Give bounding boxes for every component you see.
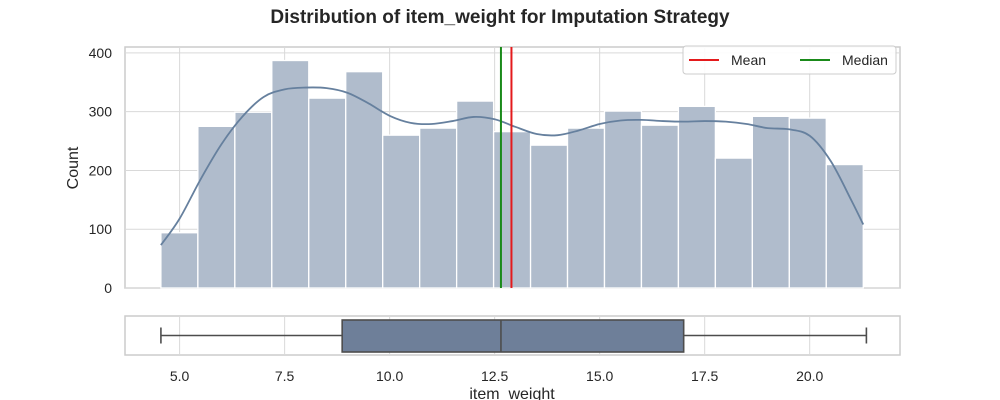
y-tick-label-4: 400 <box>89 45 113 61</box>
histogram-bar-3 <box>271 59 310 289</box>
histogram-bar-0 <box>160 232 199 289</box>
x-tick-label-1: 7.5 <box>275 368 295 384</box>
mean-median-lines <box>499 47 513 288</box>
x-tick-label-0: 5.0 <box>170 368 190 384</box>
histogram-bar-6 <box>382 134 421 289</box>
y-axis-ticks: 0 100 200 300 400 <box>89 45 113 296</box>
histogram-bar-11 <box>566 127 606 289</box>
histogram-bar-10 <box>529 144 569 289</box>
kde-curve <box>160 86 865 246</box>
histogram-bar-16 <box>751 115 790 289</box>
histogram-bar-18 <box>825 163 864 289</box>
histogram-bar-13 <box>640 124 680 289</box>
histogram-bar-14 <box>677 105 717 289</box>
histogram-bar-15 <box>714 157 754 289</box>
histogram-bar-4 <box>308 97 347 289</box>
boxplot <box>160 319 868 353</box>
kde-group <box>160 86 865 246</box>
x-axis-ticks: 5.0 7.5 10.0 12.5 15.0 17.5 20.0 <box>170 368 824 384</box>
x-tick-label-6: 20.0 <box>796 368 823 384</box>
legend-median-label: Median <box>842 52 888 68</box>
histogram-bar-2 <box>234 111 273 289</box>
x-tick-label-5: 17.5 <box>691 368 718 384</box>
x-tick-label-4: 15.0 <box>586 368 613 384</box>
histogram-bar-8 <box>455 100 495 289</box>
boxplot-box <box>341 319 685 353</box>
legend-mean-label: Mean <box>731 52 766 68</box>
y-axis-label: Count <box>65 146 82 189</box>
histogram-bar-5 <box>345 71 384 289</box>
legend: Mean Median <box>682 45 897 75</box>
y-tick-label-2: 200 <box>89 162 113 178</box>
histogram-bar-12 <box>603 110 643 289</box>
x-tick-label-3: 12.5 <box>481 368 508 384</box>
y-tick-label-1: 100 <box>89 221 113 237</box>
y-tick-label-0: 0 <box>104 280 112 296</box>
y-tick-label-3: 300 <box>89 104 113 120</box>
legend-box <box>682 45 897 75</box>
chart-title: Distribution of item_weight for Imputati… <box>270 7 730 28</box>
x-axis-label: item_weight <box>469 386 555 400</box>
x-tick-label-2: 10.0 <box>376 368 403 384</box>
boxplot-panel <box>124 315 901 356</box>
histogram-panel: 0 100 200 300 400 Count Mean Median <box>65 45 901 296</box>
histogram-bar-7 <box>419 127 458 289</box>
histogram-bar-17 <box>788 117 827 289</box>
